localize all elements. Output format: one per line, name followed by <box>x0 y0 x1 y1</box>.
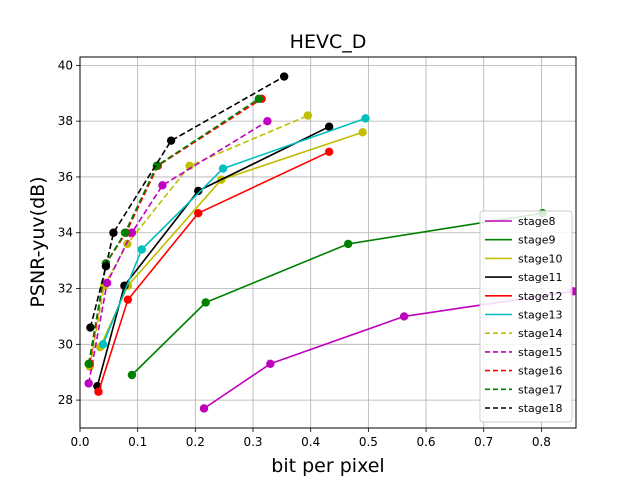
data-point-stage12 <box>324 147 334 157</box>
data-point-stage18 <box>101 262 111 271</box>
legend-label: stage11 <box>518 271 563 284</box>
legend-entry-stage15: stage15 <box>485 346 563 359</box>
data-point-stage8 <box>266 359 275 369</box>
data-point-stage13 <box>98 340 108 349</box>
legend-entry-stage11: stage11 <box>485 271 563 284</box>
series-stage11 <box>93 122 334 391</box>
legend-entry-stage10: stage10 <box>485 252 563 265</box>
x-tick-label: 0.4 <box>301 435 320 449</box>
data-point-stage11 <box>194 186 203 196</box>
x-axis-label: bit per pixel <box>271 455 384 477</box>
chart-title: HEVC_D <box>290 31 367 53</box>
series-stage13 <box>98 114 370 349</box>
data-point-stage17 <box>254 94 263 104</box>
data-point-stage10 <box>358 128 367 137</box>
data-point-stage17 <box>84 359 93 369</box>
y-axis-ticks: 28 30 32 34 36 38 40 <box>58 58 80 407</box>
x-tick-label: 0.6 <box>416 435 435 449</box>
legend-entry-stage17: stage17 <box>485 383 563 396</box>
series-line-stage12 <box>97 151 330 392</box>
legend-label: stage9 <box>518 234 556 247</box>
data-point-stage8 <box>199 404 209 413</box>
data-point-stage18 <box>109 228 118 237</box>
series-line-stage13 <box>102 117 366 345</box>
x-tick-label: 0.7 <box>474 435 493 449</box>
data-point-stage12 <box>94 387 103 396</box>
series-line-stage11 <box>96 125 330 387</box>
data-point-stage14 <box>303 111 313 120</box>
legend-label: stage16 <box>518 365 563 378</box>
y-tick-label: 40 <box>58 58 73 72</box>
legend-label: stage17 <box>518 383 563 396</box>
plot-area-frame <box>79 56 577 429</box>
legend-entry-stage14: stage14 <box>485 327 563 340</box>
legend: stage8 stage9 stage10 stage11 stage12 stage13… <box>479 210 573 423</box>
legend-entry-stage8: stage8 <box>485 215 556 228</box>
data-point-stage9 <box>343 239 353 249</box>
x-tick-label: 0.0 <box>70 435 89 449</box>
data-point-stage11 <box>324 122 334 131</box>
legend-entry-stage9: stage9 <box>485 234 556 247</box>
data-point-stage9 <box>201 298 210 307</box>
data-point-stage18 <box>279 72 289 81</box>
x-tick-label: 0.2 <box>186 435 205 449</box>
y-tick-label: 28 <box>58 393 73 407</box>
x-tick-label: 0.3 <box>243 435 262 449</box>
y-axis-label: PSNR-yuv(dB) <box>27 176 49 307</box>
legend-entry-stage13: stage13 <box>485 309 563 322</box>
data-point-stage17 <box>120 228 130 237</box>
data-point-stage13 <box>218 164 228 173</box>
legend-box <box>479 210 573 423</box>
legend-label: stage8 <box>518 215 556 228</box>
legend-label: stage12 <box>518 290 563 303</box>
data-point-stage15 <box>263 116 272 126</box>
data-point-stage12 <box>123 295 133 304</box>
y-tick-label: 34 <box>58 226 73 240</box>
legend-label: stage14 <box>518 327 563 340</box>
data-point-stage13 <box>361 114 370 123</box>
data-point-stage15 <box>158 181 167 190</box>
legend-label: stage13 <box>518 309 563 322</box>
x-tick-label: 0.5 <box>359 435 378 449</box>
series-stage18 <box>86 72 289 332</box>
data-point-stage13 <box>137 245 146 254</box>
x-tick-label: 0.8 <box>532 435 551 449</box>
legend-entry-stage12: stage12 <box>485 290 563 303</box>
data-point-stage15 <box>84 379 93 388</box>
y-tick-label: 38 <box>58 114 73 128</box>
series-stage15 <box>84 116 272 388</box>
series-line-stage9 <box>131 212 543 376</box>
x-tick-label: 0.1 <box>128 435 147 449</box>
series-stage12 <box>94 147 334 396</box>
legend-label: stage10 <box>518 252 563 265</box>
data-point-stage18 <box>86 323 95 332</box>
data-point-stage18 <box>166 136 176 145</box>
legend-entry-stage18: stage18 <box>485 402 563 415</box>
data-point-stage9 <box>127 370 137 380</box>
series-group <box>84 72 576 413</box>
y-tick-label: 32 <box>58 282 73 296</box>
data-point-stage8 <box>399 312 409 321</box>
legend-label: stage18 <box>518 402 563 415</box>
data-point-stage15 <box>127 228 137 237</box>
legend-label: stage15 <box>518 346 563 359</box>
data-point-stage14 <box>123 239 132 249</box>
x-axis-ticks: 0.0 0.1 0.2 0.3 0.4 0.5 0.6 0.7 0.8 <box>70 428 551 449</box>
data-point-stage15 <box>102 278 112 288</box>
y-tick-label: 36 <box>58 170 73 184</box>
legend-entry-stage16: stage16 <box>485 365 563 378</box>
y-tick-label: 30 <box>58 337 73 351</box>
data-point-stage12 <box>194 209 203 218</box>
